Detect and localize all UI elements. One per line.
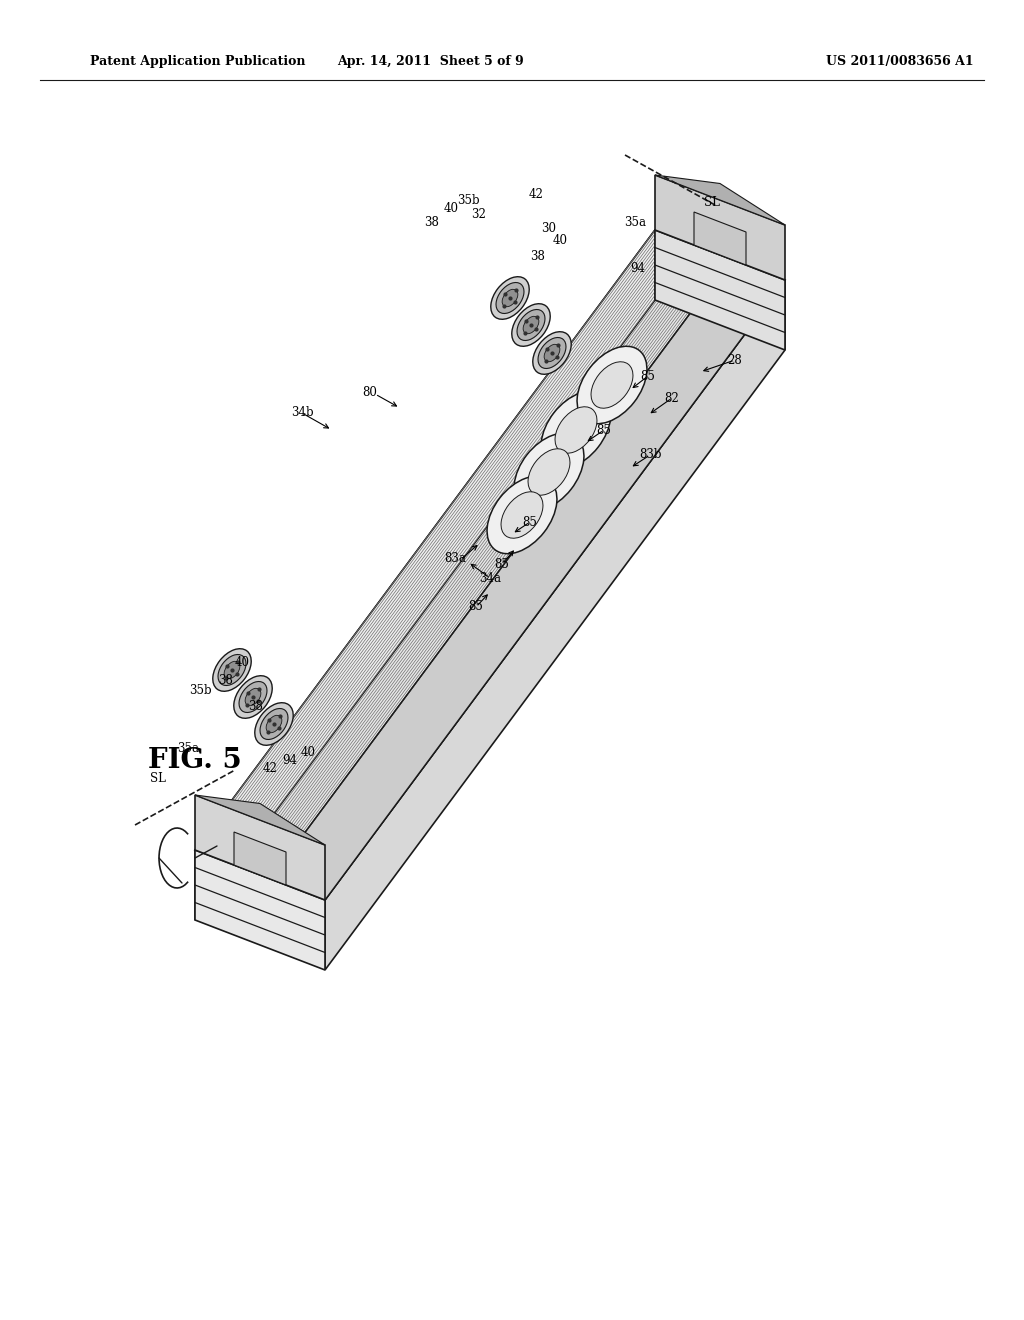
Text: 38: 38 (249, 701, 263, 714)
Polygon shape (694, 213, 746, 265)
Ellipse shape (591, 362, 633, 408)
Text: US 2011/0083656 A1: US 2011/0083656 A1 (826, 55, 974, 69)
Text: 42: 42 (262, 762, 278, 775)
Text: 94: 94 (631, 261, 645, 275)
Text: FIG. 5: FIG. 5 (148, 747, 242, 774)
Text: 35a: 35a (624, 215, 646, 228)
Ellipse shape (245, 688, 261, 706)
Ellipse shape (233, 676, 272, 718)
Polygon shape (655, 176, 785, 280)
Text: SL: SL (705, 195, 720, 209)
Text: 34b: 34b (291, 407, 313, 420)
Text: 30: 30 (542, 222, 556, 235)
Polygon shape (234, 832, 286, 884)
Ellipse shape (260, 709, 288, 739)
Text: 85: 85 (597, 424, 611, 437)
Text: 40: 40 (443, 202, 459, 214)
Polygon shape (655, 176, 785, 224)
Text: 42: 42 (528, 189, 544, 202)
Polygon shape (195, 230, 785, 900)
Ellipse shape (266, 715, 282, 733)
Text: 83b: 83b (639, 449, 662, 462)
Text: 32: 32 (472, 207, 486, 220)
Polygon shape (195, 795, 325, 845)
Text: 35b: 35b (188, 684, 211, 697)
Polygon shape (325, 280, 785, 970)
Text: 80: 80 (362, 385, 378, 399)
Ellipse shape (487, 477, 557, 553)
Ellipse shape (501, 492, 543, 539)
Text: 38: 38 (425, 215, 439, 228)
Ellipse shape (218, 655, 246, 685)
Polygon shape (195, 795, 325, 900)
Polygon shape (655, 230, 785, 350)
Text: 38: 38 (218, 673, 233, 686)
Ellipse shape (528, 449, 570, 495)
Ellipse shape (523, 317, 539, 334)
Polygon shape (270, 259, 785, 900)
Text: 94: 94 (283, 754, 298, 767)
Text: 35a: 35a (177, 742, 199, 755)
Text: 85: 85 (641, 370, 655, 383)
Ellipse shape (213, 648, 251, 692)
Text: 83a: 83a (444, 552, 466, 565)
Ellipse shape (517, 309, 545, 341)
Ellipse shape (555, 407, 597, 453)
Ellipse shape (224, 661, 240, 678)
Ellipse shape (512, 304, 550, 346)
Text: Patent Application Publication: Patent Application Publication (90, 55, 305, 69)
Text: Apr. 14, 2011  Sheet 5 of 9: Apr. 14, 2011 Sheet 5 of 9 (337, 55, 523, 69)
Ellipse shape (502, 289, 518, 306)
Ellipse shape (544, 345, 560, 362)
Ellipse shape (496, 282, 524, 313)
Text: 35b: 35b (457, 194, 479, 206)
Text: 40: 40 (300, 746, 315, 759)
Text: 28: 28 (728, 354, 742, 367)
Text: 82: 82 (665, 392, 679, 404)
Text: 34a: 34a (479, 572, 501, 585)
Ellipse shape (538, 338, 566, 368)
Ellipse shape (541, 391, 611, 469)
Polygon shape (195, 850, 325, 970)
Ellipse shape (239, 681, 267, 713)
Ellipse shape (490, 277, 529, 319)
Text: 40: 40 (234, 656, 250, 668)
Text: 38: 38 (530, 249, 546, 263)
Text: 85: 85 (469, 601, 483, 614)
Polygon shape (195, 230, 655, 920)
Ellipse shape (532, 331, 571, 375)
Text: 40: 40 (553, 234, 567, 247)
Ellipse shape (514, 433, 584, 511)
Text: 85: 85 (522, 516, 538, 528)
Ellipse shape (255, 702, 293, 746)
Text: 85: 85 (495, 557, 509, 570)
Ellipse shape (578, 346, 647, 424)
Text: SL: SL (151, 771, 166, 784)
